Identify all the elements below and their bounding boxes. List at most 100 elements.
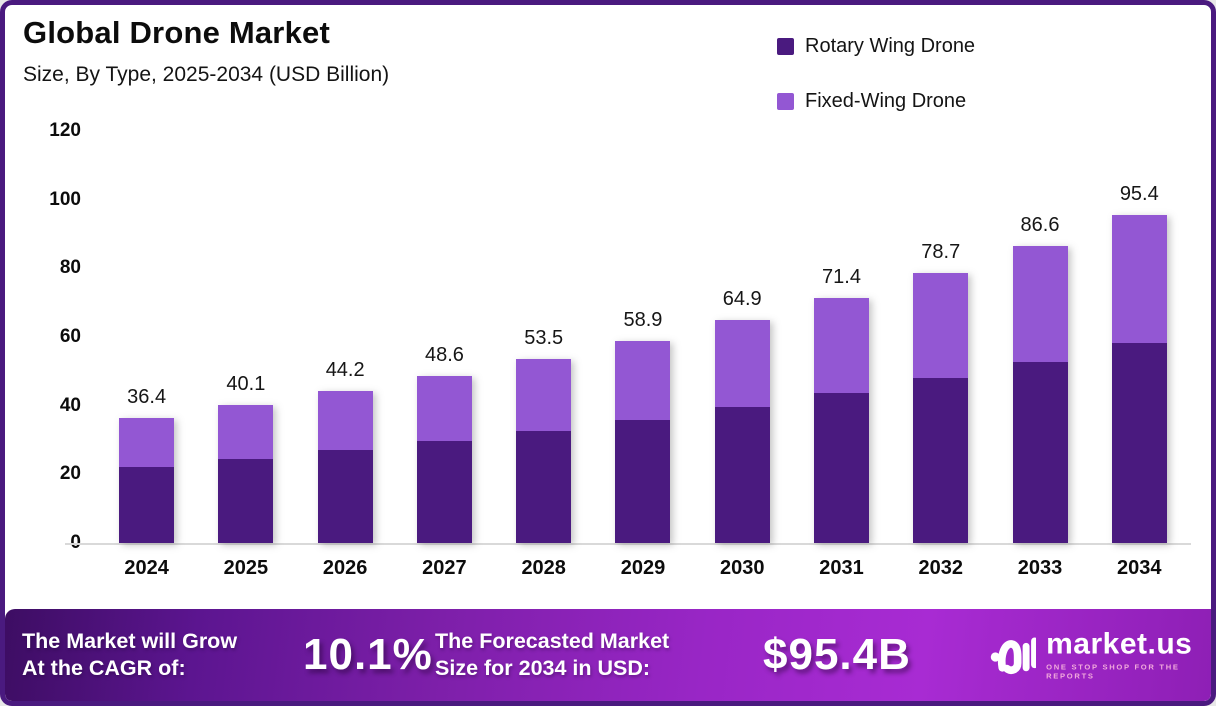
bar-value-label: 40.1: [226, 373, 266, 396]
bar-group: 95.4 2034: [1090, 131, 1189, 579]
segment-rotary-wing: [813, 393, 869, 543]
bar-value-label: 64.9: [722, 288, 762, 311]
y-axis-tick: 40: [59, 394, 81, 416]
bar-value-label: 36.4: [127, 386, 167, 409]
bar-group: 53.5 2028: [494, 131, 593, 579]
segment-fixed-wing: [813, 297, 869, 394]
segment-fixed-wing: [714, 320, 770, 408]
x-axis-label: 2030: [719, 557, 765, 579]
bar-group: 58.9 2029: [593, 131, 692, 579]
bar-group: 36.4 2024: [97, 131, 196, 579]
segment-fixed-wing: [615, 340, 671, 420]
bar-2026: [317, 391, 373, 543]
bar-value-label: 58.9: [623, 308, 663, 331]
forecast-label: The Forecasted Market Size for 2034 in U…: [435, 628, 669, 682]
segment-fixed-wing: [1111, 215, 1167, 344]
plot-area: 36.4 2024 40.1 2025 44.2 2026 48.6 2027 53.5 2028…: [97, 131, 1189, 579]
segment-fixed-wing: [913, 272, 969, 379]
cagr-value: 10.1%: [303, 630, 433, 679]
bar-2032: [913, 272, 969, 543]
segment-rotary-wing: [317, 450, 373, 543]
footer-banner: The Market will Grow At the CAGR of: 10.…: [5, 609, 1211, 701]
segment-fixed-wing: [317, 391, 373, 451]
y-axis-tick: 100: [49, 188, 81, 210]
marketus-logo-mark-icon: [990, 636, 1037, 674]
y-axis: 0 20 40 60 80 100 120: [19, 120, 81, 553]
segment-rotary-wing: [119, 466, 175, 543]
legend-swatch-fixed-icon: [777, 92, 794, 110]
x-axis-label: 2032: [918, 557, 964, 579]
x-axis-label: 2026: [322, 557, 368, 579]
y-axis-tick: 120: [49, 120, 81, 141]
bar-2028: [516, 359, 572, 543]
cagr-label-line1: The Market will Grow: [22, 629, 238, 653]
bar-2031: [813, 297, 869, 543]
bar-value-label: 71.4: [822, 265, 861, 288]
x-axis-label: 2024: [124, 557, 169, 579]
cagr-label-line2: At the CAGR of:: [22, 656, 186, 680]
x-axis-label: 2025: [223, 557, 269, 579]
segment-rotary-wing: [218, 458, 274, 543]
x-axis-label: 2028: [521, 557, 566, 579]
bar-value-label: 78.7: [921, 240, 961, 263]
bar-value-label: 86.6: [1020, 213, 1060, 236]
bar-group: 64.9 2030: [693, 131, 792, 579]
bar-value-label: 95.4: [1119, 183, 1159, 206]
x-axis-label: 2034: [1117, 557, 1162, 579]
legend-label: Rotary Wing Drone: [805, 34, 976, 57]
y-axis-tick: 20: [59, 463, 81, 485]
bar-group: 44.2 2026: [296, 131, 395, 579]
segment-rotary-wing: [516, 431, 572, 543]
bar-value-label: 48.6: [424, 344, 464, 367]
segment-rotary-wing: [1012, 361, 1068, 543]
segment-rotary-wing: [1111, 343, 1167, 543]
logo-name: market.us: [1046, 627, 1193, 661]
x-axis-label: 2027: [422, 557, 467, 579]
segment-rotary-wing: [913, 378, 969, 543]
segment-rotary-wing: [416, 441, 472, 543]
x-axis-label: 2029: [620, 557, 666, 579]
logo-tagline: ONE STOP SHOP FOR THE REPORTS: [1046, 662, 1180, 681]
bar-group: 71.4 2031: [792, 131, 891, 579]
bar-group: 86.6 2033: [990, 131, 1089, 579]
forecast-value: $95.4B: [763, 630, 911, 679]
bar-2033: [1012, 245, 1068, 543]
bar-2027: [416, 376, 472, 543]
segment-rotary-wing: [714, 407, 770, 543]
legend-swatch-rotary-icon: [777, 37, 794, 55]
bar-2025: [218, 405, 274, 543]
bar-group: 40.1 2025: [196, 131, 295, 579]
y-axis-tick: 60: [59, 326, 81, 347]
segment-fixed-wing: [416, 376, 472, 442]
legend-item-rotary: Rotary Wing Drone: [777, 35, 975, 57]
x-axis-line: [65, 543, 1191, 545]
segment-rotary-wing: [615, 419, 671, 543]
bar-2024: [119, 418, 175, 543]
bar-2034: [1111, 215, 1167, 543]
segment-fixed-wing: [119, 418, 175, 467]
marketus-logo-text: market.us ONE STOP SHOP FOR THE REPORTS: [1046, 627, 1211, 681]
segment-fixed-wing: [1012, 245, 1068, 362]
plot-region: 36.4 2024 40.1 2025 44.2 2026 48.6 2027 53.5 2028…: [65, 131, 1191, 579]
chart-header: Global Drone Market Size, By Type, 2025-…: [23, 15, 389, 87]
segment-fixed-wing: [516, 359, 572, 432]
marketus-logo: market.us ONE STOP SHOP FOR THE REPORTS: [990, 627, 1211, 681]
forecast-label-line2: Size for 2034 in USD:: [435, 656, 651, 680]
bar-group: 48.6 2027: [395, 131, 494, 579]
bar-group: 78.7 2032: [891, 131, 990, 579]
bar-2030: [714, 320, 770, 543]
legend-label: Fixed-Wing Drone: [805, 89, 967, 112]
forecast-label-line1: The Forecasted Market: [435, 629, 670, 653]
legend-item-fixed: Fixed-Wing Drone: [777, 90, 975, 112]
bar-value-label: 53.5: [524, 327, 564, 350]
page-title: Global Drone Market: [23, 15, 330, 50]
y-axis-tick: 80: [59, 257, 81, 279]
x-axis-label: 2031: [819, 557, 864, 579]
page-subtitle: Size, By Type, 2025-2034 (USD Billion): [23, 63, 390, 86]
x-axis-label: 2033: [1017, 557, 1063, 579]
chart-legend: Rotary Wing Drone Fixed-Wing Drone: [777, 35, 975, 145]
bar-2029: [615, 340, 671, 543]
segment-fixed-wing: [218, 405, 274, 459]
y-axis-tick: 0: [19, 532, 81, 554]
cagr-label: The Market will Grow At the CAGR of:: [22, 628, 237, 682]
